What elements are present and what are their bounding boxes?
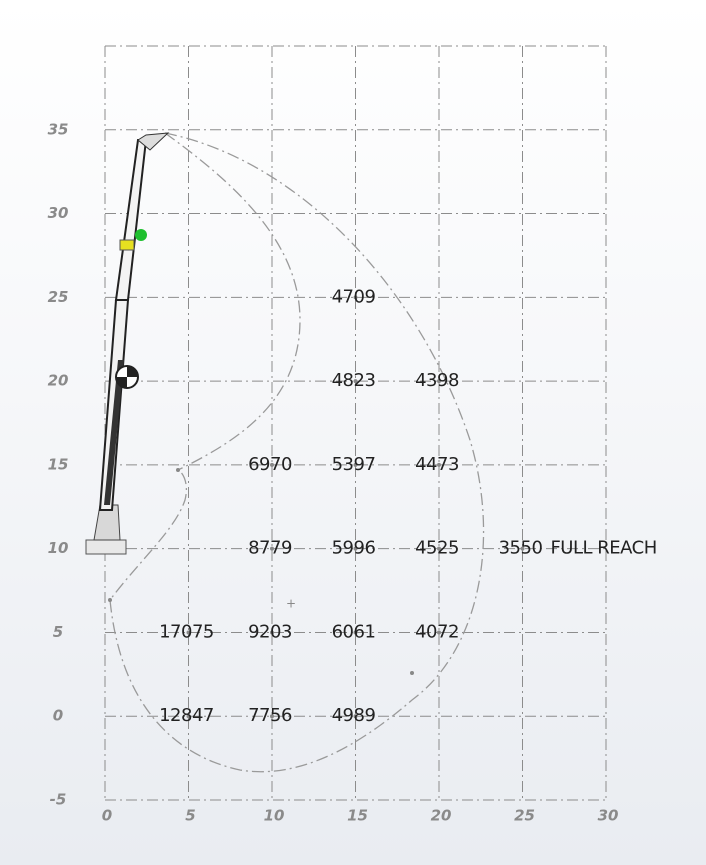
load-label: 4709 xyxy=(332,286,376,307)
load-label: 4473 xyxy=(415,454,459,475)
grid-point xyxy=(270,714,274,719)
grid-point xyxy=(520,546,525,551)
load-label: 4072 xyxy=(415,621,459,642)
x-tick-label: 20 xyxy=(431,807,452,825)
x-tick-label: 0 xyxy=(102,807,112,825)
y-tick-label: 25 xyxy=(48,288,69,306)
origin-marker: + xyxy=(286,597,296,611)
load-label: 6970 xyxy=(248,454,292,475)
grid-point xyxy=(353,379,358,384)
x-tick-label: 30 xyxy=(598,807,619,825)
load-label: 4989 xyxy=(332,705,376,726)
y-tick-label: 30 xyxy=(48,204,69,222)
grid-point xyxy=(186,630,191,635)
y-tick-label: 0 xyxy=(53,707,63,725)
grid-point xyxy=(437,546,441,551)
x-tick-label: 25 xyxy=(514,807,535,825)
grid-point xyxy=(353,546,358,551)
grid-point xyxy=(186,714,191,719)
x-tick-label: 10 xyxy=(264,807,285,825)
grid-point xyxy=(270,546,274,551)
inner-envelope xyxy=(164,132,301,471)
load-label: 4398 xyxy=(415,370,459,391)
load-label: 9203 xyxy=(248,621,292,642)
annotation: FULL REACH xyxy=(550,538,656,559)
grid-point xyxy=(437,462,441,467)
grid-point xyxy=(353,714,358,719)
y-tick-label: 10 xyxy=(48,539,69,557)
load-label: 6061 xyxy=(332,621,376,642)
load-label: 5996 xyxy=(332,538,376,559)
load-label: 3550 xyxy=(499,538,543,559)
y-tick-label: -5 xyxy=(50,791,67,809)
grid xyxy=(104,45,607,801)
x-tick-label: 5 xyxy=(185,807,195,825)
grid-point xyxy=(353,295,358,300)
grid-point xyxy=(270,462,274,467)
grid-point xyxy=(437,630,441,635)
reach-envelope xyxy=(109,132,485,773)
y-tick-label: 5 xyxy=(53,623,63,641)
load-label: 8779 xyxy=(248,538,292,559)
grid-point xyxy=(270,630,274,635)
y-tick-label: 20 xyxy=(48,372,69,390)
x-tick-label: 15 xyxy=(347,807,368,825)
y-tick-label: 35 xyxy=(48,120,69,138)
load-label: 4823 xyxy=(332,370,376,391)
grid-point xyxy=(353,462,358,467)
load-label: 12847 xyxy=(159,705,214,726)
crane: + xyxy=(85,132,414,675)
grid-point xyxy=(437,379,441,384)
load-label: 4525 xyxy=(415,538,459,559)
grid-point xyxy=(353,630,358,635)
load-label: 7756 xyxy=(248,705,292,726)
y-tick-label: 15 xyxy=(48,455,69,473)
load-label: 17075 xyxy=(159,621,214,642)
load-label: 5397 xyxy=(332,454,376,475)
